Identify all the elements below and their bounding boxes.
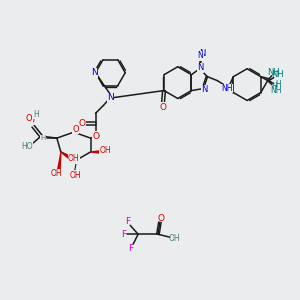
Text: O: O	[92, 132, 99, 141]
Polygon shape	[91, 134, 99, 138]
Text: NH: NH	[267, 68, 280, 77]
Text: H: H	[275, 80, 280, 89]
Text: F: F	[125, 217, 130, 226]
Polygon shape	[61, 152, 69, 158]
Text: OH: OH	[70, 171, 82, 180]
Text: O: O	[158, 214, 164, 223]
Text: H: H	[271, 82, 277, 91]
Polygon shape	[58, 153, 61, 170]
Text: NH: NH	[271, 70, 284, 79]
Text: O: O	[26, 114, 32, 123]
Text: F: F	[129, 244, 134, 253]
Text: OH: OH	[51, 169, 63, 178]
Polygon shape	[91, 151, 100, 153]
Text: N: N	[197, 63, 204, 72]
Text: N: N	[107, 93, 114, 102]
Text: OH: OH	[169, 234, 181, 243]
Text: N: N	[91, 68, 98, 77]
Text: NH: NH	[270, 86, 281, 95]
Text: H: H	[40, 135, 46, 141]
Text: H: H	[33, 110, 39, 119]
Text: OH: OH	[100, 146, 111, 155]
Text: N: N	[199, 50, 206, 58]
Text: O: O	[72, 125, 79, 134]
Text: N: N	[201, 85, 208, 94]
Text: NH: NH	[221, 84, 233, 93]
Text: F: F	[121, 230, 126, 239]
Text: O: O	[160, 103, 167, 112]
Text: O: O	[78, 119, 85, 128]
Text: OH: OH	[68, 154, 80, 164]
Text: N: N	[198, 51, 203, 60]
Text: HO: HO	[21, 142, 33, 151]
Text: O: O	[28, 116, 34, 125]
